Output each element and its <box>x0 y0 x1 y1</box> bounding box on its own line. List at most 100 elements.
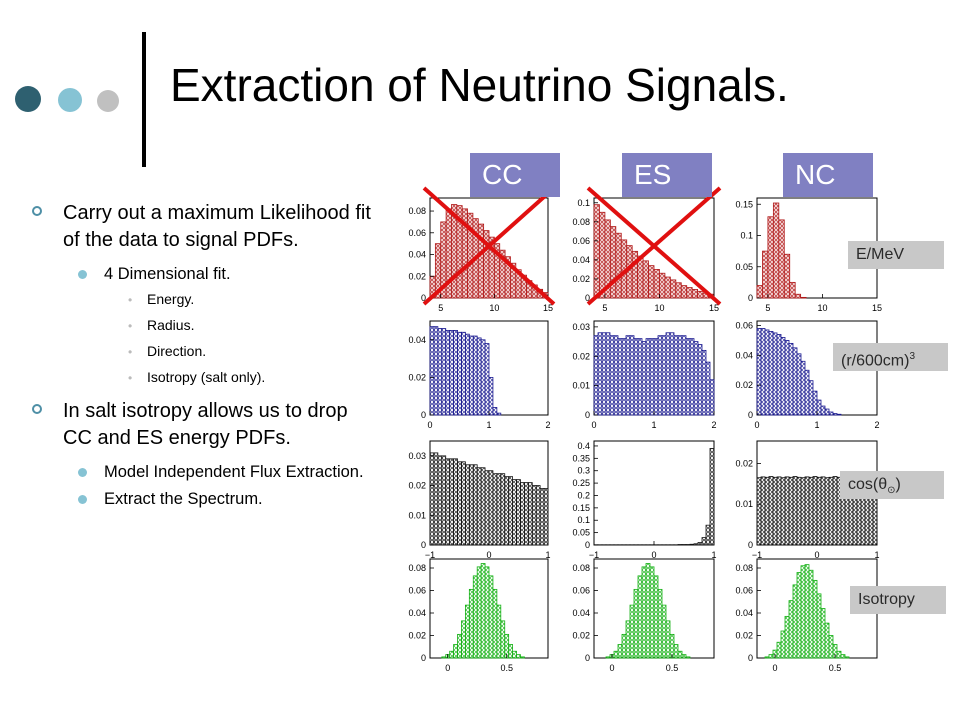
histogram-bar <box>697 344 703 416</box>
x-tick-label: 0 <box>445 663 450 673</box>
y-tick-label: 0 <box>585 653 590 663</box>
histogram-bar <box>599 211 606 299</box>
y-tick-label: 0.15 <box>572 503 590 513</box>
histogram-panel-radius-cc: 0 0.02 0.04 0 1 2 <box>408 320 551 430</box>
histogram-bar <box>768 476 774 546</box>
histogram-bar <box>772 202 780 299</box>
y-tick-label: 0.06 <box>408 228 426 238</box>
plot-frame <box>593 440 715 546</box>
bullet-marker <box>32 206 42 216</box>
bullet-list: Carry out a maximum Likelihood fit of th… <box>30 200 375 516</box>
histogram-bar <box>661 604 667 659</box>
histogram-bar <box>476 337 482 416</box>
histogram-bar <box>808 476 814 546</box>
histogram-bar <box>675 282 682 299</box>
histogram-bar <box>520 482 525 546</box>
histogram-bar <box>783 253 791 299</box>
bullet-item: • Direction. <box>30 343 375 360</box>
histogram-panel-isotropy-nc: 0 0.02 0.04 0.06 0.08 0 0.5 <box>735 558 878 673</box>
histogram-bar <box>772 476 778 546</box>
histogram-bar <box>449 650 454 659</box>
histogram-bar <box>645 338 651 416</box>
histogram-bar <box>680 285 688 299</box>
histogram-bar <box>480 563 486 659</box>
x-tick-label: −1 <box>425 550 435 560</box>
bullet-text: Carry out a maximum Likelihood fit of th… <box>63 202 371 251</box>
histogram-bar <box>516 654 521 659</box>
histogram-bar <box>472 575 478 659</box>
y-tick-label: 0.35 <box>572 453 590 463</box>
histogram-bar <box>657 588 663 659</box>
y-tick-label: 0.04 <box>572 608 590 618</box>
histogram-bar <box>764 476 770 546</box>
histogram-bar <box>784 339 790 416</box>
y-tick-label: 0.06 <box>572 236 590 246</box>
x-tick-label: 15 <box>543 303 553 313</box>
bullet-item: • Isotropy (salt only). <box>30 369 375 386</box>
histogram-bar <box>468 464 474 546</box>
histogram-bar <box>613 335 619 416</box>
excluded-cross-line <box>586 186 722 306</box>
histogram-bar <box>820 405 826 416</box>
histogram-bar <box>524 482 529 546</box>
histogram-bar <box>768 331 774 416</box>
histogram-bar <box>457 633 462 659</box>
y-tick-label: 0.08 <box>735 563 753 573</box>
histogram-bar <box>824 408 830 416</box>
histogram-panel-energy-cc: 0 0.02 0.04 0.06 0.08 5 10 15 <box>408 186 556 313</box>
histogram-bar <box>778 219 785 299</box>
histogram-bar <box>453 458 458 546</box>
histogram-bar <box>488 376 494 416</box>
histogram-bar <box>516 479 521 546</box>
histogram-bar <box>504 476 510 546</box>
y-tick-label: 0.02 <box>735 631 753 641</box>
y-tick-label: 0 <box>585 410 590 420</box>
histogram-bar <box>520 656 525 659</box>
row-label-direction: cos(θ⊙) <box>840 471 944 499</box>
histogram-bar <box>633 588 639 659</box>
histogram-bar <box>665 620 671 659</box>
histogram-bar <box>764 329 770 416</box>
y-tick-label: 0.1 <box>740 231 753 241</box>
y-tick-label: 0.4 <box>577 441 590 451</box>
bullet-marker: • <box>128 293 133 307</box>
histogram-bar <box>445 329 451 416</box>
histogram-bar <box>800 565 806 659</box>
y-tick-label: 0 <box>748 410 753 420</box>
y-tick-label: 0 <box>748 653 753 663</box>
histogram-bar <box>625 335 631 416</box>
histogram-bar <box>539 488 545 546</box>
histogram-bar <box>492 473 498 546</box>
x-tick-label: 1 <box>545 550 550 560</box>
histogram-bar <box>800 360 806 416</box>
histogram-bar <box>621 633 627 659</box>
histogram-bar <box>796 572 802 659</box>
histogram-bar <box>788 342 794 416</box>
histogram-bar <box>653 269 660 299</box>
y-tick-label: 0 <box>421 540 426 550</box>
histogram-bar <box>649 566 655 659</box>
bullet-text: Extract the Spectrum. <box>104 490 263 508</box>
y-tick-label: 0.05 <box>735 262 753 272</box>
histogram-bar <box>449 329 454 416</box>
bullet-marker: • <box>128 345 133 359</box>
histogram-bar <box>645 563 651 659</box>
row-label-suffix: ) <box>895 476 901 493</box>
bullet-item: In salt isotropy allows us to drop CC an… <box>30 398 375 452</box>
histogram-bar <box>625 620 631 659</box>
histogram-bar <box>457 461 462 546</box>
x-tick-label: 10 <box>489 303 499 313</box>
x-tick-label: −1 <box>752 550 762 560</box>
y-tick-label: 0.02 <box>408 481 426 491</box>
x-tick-label: 2 <box>711 420 716 430</box>
histogram-bar <box>836 650 842 659</box>
x-tick-label: 1 <box>651 420 656 430</box>
histogram-bar <box>631 250 639 299</box>
histogram-bar <box>776 476 782 546</box>
y-tick-label: 0.04 <box>408 335 426 345</box>
histogram-bar <box>472 335 478 416</box>
y-tick-label: 0.04 <box>735 608 753 618</box>
histogram-bar <box>784 476 790 546</box>
row-label-sub: ⊙ <box>887 485 896 497</box>
row-label-isotropy: Isotropy <box>850 586 946 614</box>
